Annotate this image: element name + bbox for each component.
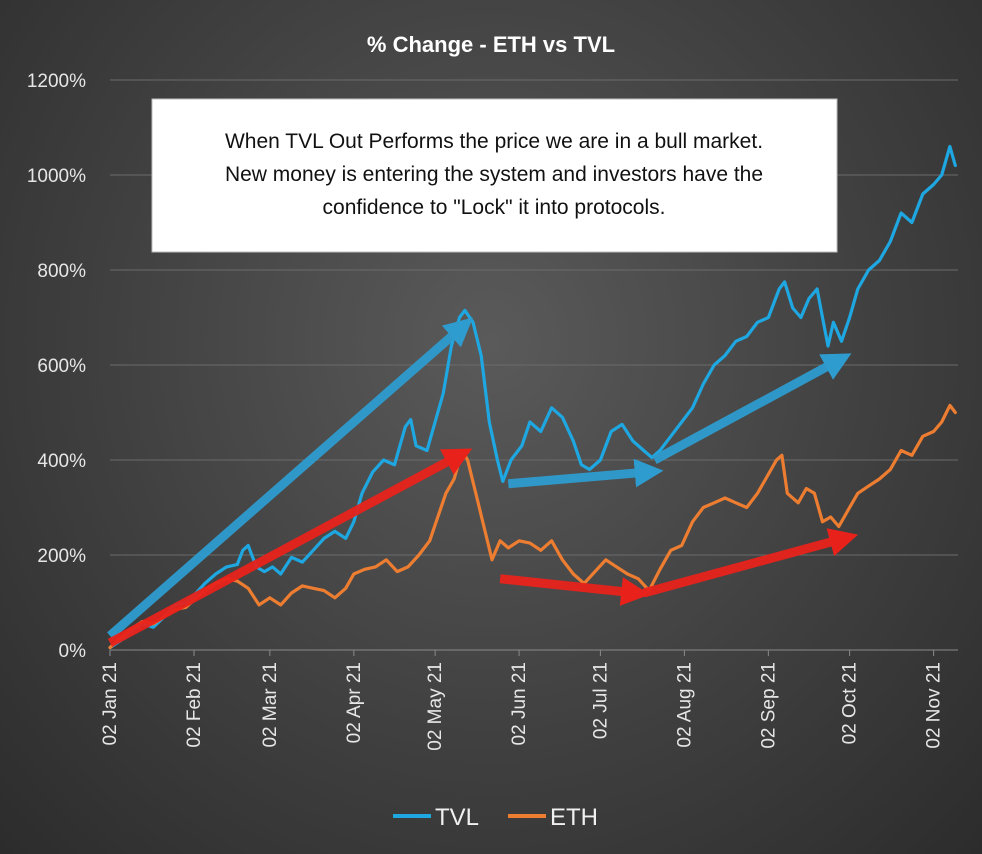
y-tick-label: 0%: [59, 641, 87, 662]
x-tick-label: 02 Sep 21: [758, 662, 779, 749]
legend: TVL ETH: [393, 804, 598, 831]
chart-title: % Change - ETH vs TVL: [367, 32, 615, 57]
x-tick-label: 02 Apr 21: [344, 662, 365, 743]
annotation-box: When TVL Out Performs the price we are i…: [151, 98, 838, 253]
x-tick-label: 02 Oct 21: [840, 662, 861, 744]
y-tick-label: 200%: [37, 546, 86, 567]
x-tick-label: 02 May 21: [425, 662, 446, 751]
x-tick-label: 02 Mar 21: [260, 662, 281, 748]
trend-arrow-red: [499, 574, 650, 606]
trend-arrow-red: [642, 528, 859, 598]
y-tick-label: 1000%: [27, 166, 86, 187]
annotation-line-2: New money is entering the system and inv…: [225, 163, 763, 186]
x-tick-label: 02 Jul 21: [590, 662, 611, 739]
trend-arrow-blue: [652, 353, 852, 464]
annotation-line-1: When TVL Out Performs the price we are i…: [225, 130, 763, 153]
y-tick-label: 400%: [37, 451, 86, 472]
legend-label-tvl: TVL: [435, 804, 479, 831]
x-tick-label: 02 Aug 21: [674, 662, 695, 748]
series-line-eth: [108, 403, 957, 650]
x-tick-label: 02 Jun 21: [509, 662, 530, 745]
x-axis-ticks: 02 Jan 21 02 Feb 21 02 Mar 21 02 Apr 21 02 M…: [100, 650, 945, 751]
trend-arrow-blue: [507, 458, 664, 489]
y-tick-label: 1200%: [27, 71, 86, 92]
trend-arrow-blue: [107, 317, 474, 640]
x-tick-label: 02 Nov 21: [924, 662, 945, 749]
y-tick-label: 600%: [37, 356, 86, 377]
y-axis-ticks: 0% 200% 400% 600% 800% 1000% 1200%: [27, 71, 86, 662]
trend-arrow-red: [107, 448, 473, 647]
legend-label-eth: ETH: [550, 804, 598, 831]
x-tick-label: 02 Jan 21: [100, 662, 121, 745]
x-tick-label: 02 Feb 21: [184, 662, 205, 748]
y-tick-label: 800%: [37, 261, 86, 282]
annotation-line-3: confidence to "Lock" it into protocols.: [323, 196, 666, 219]
trend-arrows: [107, 317, 859, 647]
